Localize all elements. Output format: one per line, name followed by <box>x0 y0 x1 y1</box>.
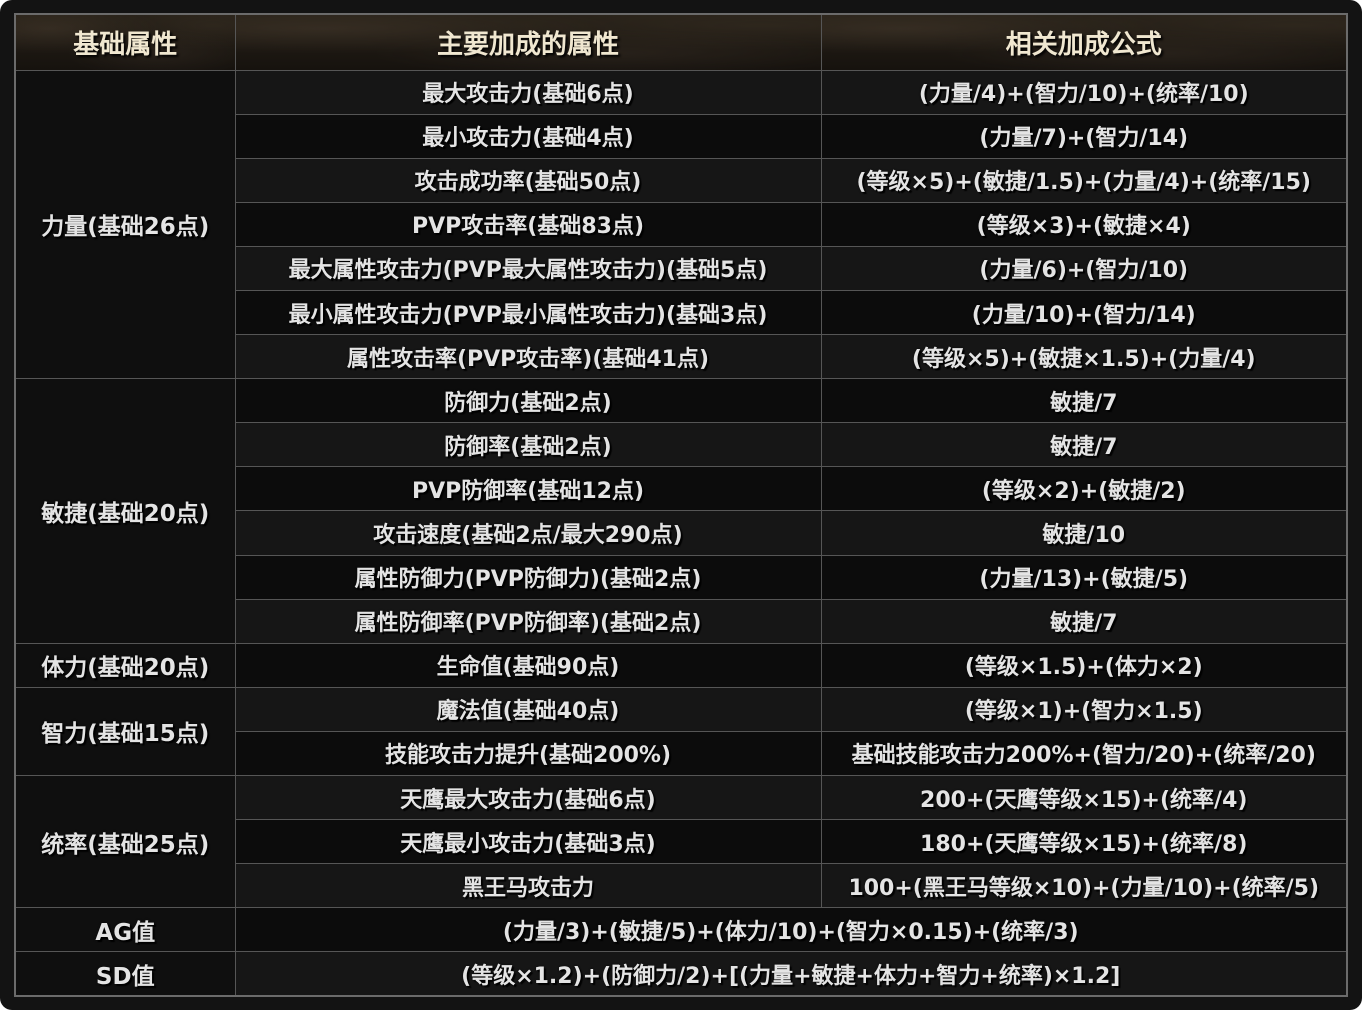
bonus-attr-cell: 攻击成功率(基础50点) <box>234 157 822 203</box>
bonus-attr-cell: 属性防御率(PVP防御率)(基础2点) <box>234 598 822 644</box>
table-row: 属性防御率(PVP防御率)(基础2点) 敏捷/7 <box>15 598 1348 644</box>
table-row: 攻击速度(基础2点/最大290点) 敏捷/10 <box>15 510 1348 556</box>
base-attr-cell-agility: 敏捷(基础20点) <box>14 378 236 644</box>
col-header-base-attribute: 基础属性 <box>14 13 236 71</box>
table-row: 体力(基础20点) 生命值(基础90点) (等级×1.5)+(体力×2) <box>14 642 1348 688</box>
bonus-attr-cell: 防御率(基础2点) <box>234 422 822 468</box>
base-attr-cell-vitality: 体力(基础20点) <box>14 642 236 688</box>
formula-cell: (等级×5)+(敏捷×1.5)+(力量/4) <box>820 334 1348 380</box>
table-row: 属性防御力(PVP防御力)(基础2点) (力量/13)+(敏捷/5) <box>15 554 1348 600</box>
col-header-bonus-attribute: 主要加成的属性 <box>234 13 822 71</box>
formula-cell: 基础技能攻击力200%+(智力/20)+(统率/20) <box>820 730 1348 777</box>
bonus-attr-cell: 最小攻击力(基础4点) <box>234 113 822 159</box>
table-row: 技能攻击力提升(基础200%) 基础技能攻击力200%+(智力/20)+(统率/… <box>15 730 1348 777</box>
base-attr-cell-intelligence: 智力(基础15点) <box>14 686 236 777</box>
table-row: 黑王马攻击力 100+(黑王马等级×10)+(力量/10)+(统率/5) <box>15 863 1348 909</box>
formula-cell: 敏捷/7 <box>820 598 1348 644</box>
table-row: SD值 (等级×1.2)+(防御力/2)+[(力量+敏捷+体力+智力+统率)×1… <box>14 951 1348 997</box>
formula-cell: 180+(天鹰等级×15)+(统率/8) <box>820 819 1348 865</box>
formula-cell: (等级×1.5)+(体力×2) <box>820 642 1348 688</box>
formula-cell: (力量/13)+(敏捷/5) <box>820 554 1348 600</box>
formula-cell: (力量/6)+(智力/10) <box>820 245 1348 291</box>
table-row: 敏捷(基础20点) 防御力(基础2点) 敏捷/7 <box>14 378 1348 644</box>
bonus-attr-cell: 黑王马攻击力 <box>234 863 822 909</box>
bonus-attr-cell: 技能攻击力提升(基础200%) <box>234 730 822 777</box>
formula-cell-ag: (力量/3)+(敏捷/5)+(体力/10)+(智力×0.15)+(统率/3) <box>234 907 1348 953</box>
bonus-attr-cell: 天鹰最大攻击力(基础6点) <box>234 774 822 821</box>
formula-cell: 200+(天鹰等级×15)+(统率/4) <box>820 774 1348 821</box>
bonus-attr-cell: 攻击速度(基础2点/最大290点) <box>234 510 822 556</box>
bonus-attr-cell: 最大属性攻击力(PVP最大属性攻击力)(基础5点) <box>234 245 822 291</box>
table-row: PVP攻击率(基础83点) (等级×3)+(敏捷×4) <box>15 201 1348 247</box>
bonus-attr-cell: 属性攻击率(PVP攻击率)(基础41点) <box>234 334 822 380</box>
bonus-attr-cell: 防御力(基础2点) <box>234 378 822 424</box>
formula-cell: 敏捷/7 <box>820 378 1348 424</box>
formula-cell: (等级×3)+(敏捷×4) <box>820 201 1348 247</box>
bonus-attr-cell: 天鹰最小攻击力(基础3点) <box>234 819 822 865</box>
table-row: 智力(基础15点) 魔法值(基础40点) (等级×1)+(智力×1.5) <box>14 686 1348 777</box>
base-attr-cell-command: 统率(基础25点) <box>14 774 236 909</box>
table-row: 最小属性攻击力(PVP最小属性攻击力)(基础3点) (力量/10)+(智力/14… <box>15 289 1348 336</box>
table-row: 力量(基础26点) 最大攻击力(基础6点) (力量/4)+(智力/10)+(统率… <box>14 69 1348 380</box>
formula-cell: 敏捷/10 <box>820 510 1348 556</box>
formula-cell: (等级×5)+(敏捷/1.5)+(力量/4)+(统率/15) <box>820 157 1348 203</box>
formula-cell: (等级×1)+(智力×1.5) <box>820 686 1348 732</box>
base-attr-cell-sd: SD值 <box>14 951 236 997</box>
bonus-attr-cell: PVP防御率(基础12点) <box>234 466 822 512</box>
table-row: AG值 (力量/3)+(敏捷/5)+(体力/10)+(智力×0.15)+(统率/… <box>14 907 1348 953</box>
table-row: 最大属性攻击力(PVP最大属性攻击力)(基础5点) (力量/6)+(智力/10) <box>15 245 1348 291</box>
table-header: 基础属性 主要加成的属性 相关加成公式 <box>14 13 1348 71</box>
formula-cell: 100+(黑王马等级×10)+(力量/10)+(统率/5) <box>820 863 1348 909</box>
table-row: 属性攻击率(PVP攻击率)(基础41点) (等级×5)+(敏捷×1.5)+(力量… <box>15 334 1348 380</box>
formula-cell: (力量/10)+(智力/14) <box>820 289 1348 336</box>
table-row: 防御率(基础2点) 敏捷/7 <box>15 422 1348 468</box>
bonus-attr-cell: 最大攻击力(基础6点) <box>234 69 822 115</box>
col-header-formula: 相关加成公式 <box>820 13 1348 71</box>
formula-cell-sd: (等级×1.2)+(防御力/2)+[(力量+敏捷+体力+智力+统率)×1.2] <box>234 951 1348 997</box>
formula-cell: 敏捷/7 <box>820 422 1348 468</box>
formula-cell: (力量/7)+(智力/14) <box>820 113 1348 159</box>
table-body: 力量(基础26点) 最大攻击力(基础6点) (力量/4)+(智力/10)+(统率… <box>14 69 1348 997</box>
bonus-attr-cell: 魔法值(基础40点) <box>234 686 822 732</box>
formula-cell: (等级×2)+(敏捷/2) <box>820 466 1348 512</box>
table-row: 统率(基础25点) 天鹰最大攻击力(基础6点) 200+(天鹰等级×15)+(统… <box>14 774 1348 909</box>
bonus-attr-cell: 最小属性攻击力(PVP最小属性攻击力)(基础3点) <box>234 289 822 336</box>
formula-cell: (力量/4)+(智力/10)+(统率/10) <box>820 69 1348 115</box>
table-row: 天鹰最小攻击力(基础3点) 180+(天鹰等级×15)+(统率/8) <box>15 819 1348 865</box>
bonus-attr-cell: 生命值(基础90点) <box>234 642 822 688</box>
base-attr-cell-strength: 力量(基础26点) <box>14 69 236 380</box>
bonus-attr-cell: PVP攻击率(基础83点) <box>234 201 822 247</box>
header-row: 基础属性 主要加成的属性 相关加成公式 <box>14 13 1348 71</box>
table-row: PVP防御率(基础12点) (等级×2)+(敏捷/2) <box>15 466 1348 512</box>
stats-table: 基础属性 主要加成的属性 相关加成公式 力量(基础26点) 最大攻击力(基础6点… <box>14 13 1348 997</box>
base-attr-cell-ag: AG值 <box>14 907 236 953</box>
bonus-attr-cell: 属性防御力(PVP防御力)(基础2点) <box>234 554 822 600</box>
